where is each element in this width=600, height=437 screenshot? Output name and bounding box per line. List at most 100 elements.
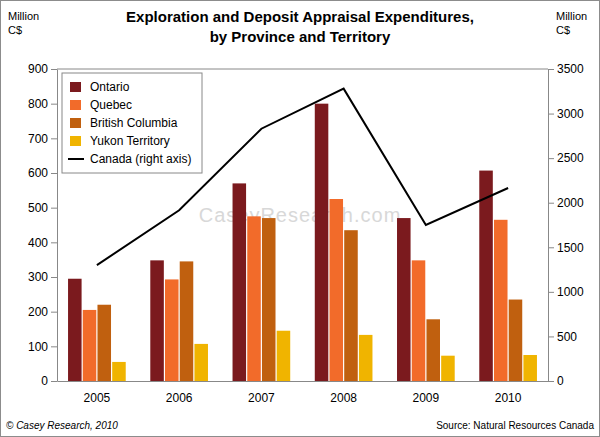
tick-label: 2008 — [330, 391, 357, 405]
bar — [180, 261, 194, 381]
bar — [112, 362, 126, 381]
tick: 500 — [548, 330, 577, 344]
tick: 0 — [548, 374, 564, 388]
plot-frame — [57, 69, 548, 70]
tick-label: 200 — [28, 305, 48, 319]
axis-line — [58, 381, 549, 382]
y2-axis-title: MillionC$ — [556, 10, 587, 36]
tick-label: 400 — [28, 236, 48, 250]
tick-label: 700 — [28, 132, 48, 146]
bar — [262, 218, 276, 381]
legend-swatch — [70, 100, 81, 110]
tick-mark — [51, 208, 57, 209]
y2-axis: 0 500 1000 1500 2000 2500 3000 3500 — [548, 62, 584, 388]
tick: 1000 — [548, 285, 584, 299]
tick-mark — [51, 69, 57, 70]
tick: 100 — [28, 340, 57, 354]
tick-mark — [51, 173, 57, 174]
tick-label: 1500 — [557, 241, 584, 255]
axis-line — [57, 70, 58, 382]
tick-mark — [548, 336, 554, 337]
tick: 200 — [28, 305, 57, 319]
tick-mark — [51, 242, 57, 243]
tick: 900 — [28, 62, 57, 76]
tick-label: 500 — [28, 201, 48, 215]
legend-swatch — [70, 136, 81, 146]
tick-mark — [548, 114, 554, 115]
bar — [426, 319, 440, 381]
legend-swatch — [68, 158, 84, 160]
bar-series — [97, 218, 522, 381]
legend-label: Quebec — [90, 98, 132, 112]
tick-mark — [51, 104, 57, 105]
bar — [150, 260, 164, 381]
bar-series — [112, 331, 537, 381]
bar — [247, 216, 261, 381]
tick-label: 2500 — [557, 151, 584, 165]
tick-label: 800 — [28, 97, 48, 111]
tick: 2010 — [495, 391, 522, 405]
tick: 1500 — [548, 241, 584, 255]
tick: 300 — [28, 270, 57, 284]
tick-label: 2005 — [84, 391, 111, 405]
legend-label: Canada (right axis) — [90, 152, 191, 166]
tick-label: 0 — [41, 374, 48, 388]
tick: 3500 — [548, 62, 584, 76]
tick-mark — [548, 292, 554, 293]
tick-mark — [51, 381, 57, 382]
tick-label: 3500 — [557, 62, 584, 76]
annotation: © Casey Research, 2010 — [6, 420, 118, 431]
tick-label: 2009 — [413, 391, 440, 405]
axis-line — [548, 70, 549, 382]
bar — [97, 305, 111, 381]
tick-label: 300 — [28, 270, 48, 284]
tick-label: 900 — [28, 62, 48, 76]
tick: 2500 — [548, 151, 584, 165]
bar — [277, 331, 291, 381]
tick: 0 — [41, 374, 57, 388]
chart: Exploration and Deposit Appraisal Expend… — [0, 0, 600, 437]
bar — [344, 230, 358, 381]
legend-label: Ontario — [90, 80, 130, 94]
tick: 2007 — [248, 391, 275, 405]
tick-mark — [548, 381, 554, 382]
tick: 2000 — [548, 196, 584, 210]
tick-label: 2010 — [495, 391, 522, 405]
legend-label: British Columbia — [90, 116, 178, 130]
bar-series — [83, 199, 508, 381]
tick: 2005 — [84, 391, 111, 405]
bar — [412, 260, 426, 381]
bar — [194, 344, 208, 381]
bar — [397, 218, 411, 381]
tick: 3000 — [548, 107, 584, 121]
tick-mark — [51, 138, 57, 139]
bar — [83, 310, 97, 381]
bar — [359, 335, 373, 381]
tick-label: 2000 — [557, 196, 584, 210]
bar — [233, 183, 247, 381]
bar — [315, 104, 329, 381]
tick-mark — [548, 69, 554, 70]
watermark: CaseyResearch.com — [199, 204, 402, 226]
annotation: Source: Natural Resources Canada — [436, 420, 594, 431]
tick-mark — [548, 158, 554, 159]
tick: 2009 — [413, 391, 440, 405]
y-axis-title: MillionC$ — [8, 10, 39, 36]
tick: 700 — [28, 132, 57, 146]
tick: 400 — [28, 236, 57, 250]
bar — [68, 279, 82, 381]
tick-mark — [548, 203, 554, 204]
tick: 800 — [28, 97, 57, 111]
tick-mark — [51, 346, 57, 347]
tick-label: 3000 — [557, 107, 584, 121]
bar — [523, 355, 537, 381]
tick-label: 0 — [557, 374, 564, 388]
tick-label: 2006 — [166, 391, 193, 405]
tick-label: 100 — [28, 340, 48, 354]
bar — [329, 199, 343, 381]
tick-mark — [51, 312, 57, 313]
tick-label: 2007 — [248, 391, 275, 405]
tick-mark — [548, 247, 554, 248]
tick: 600 — [28, 166, 57, 180]
tick: 2006 — [166, 391, 193, 405]
